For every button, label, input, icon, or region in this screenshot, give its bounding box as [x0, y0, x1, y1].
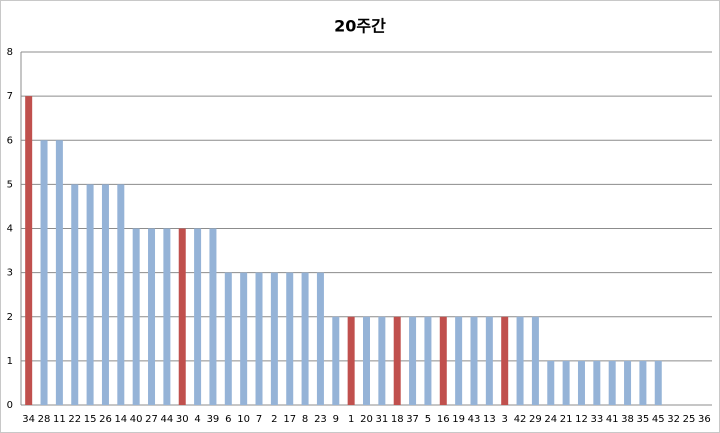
- bar: [531, 316, 539, 405]
- x-tick-label: 18: [391, 414, 404, 425]
- bar: [316, 272, 324, 405]
- x-tick-label: 12: [575, 414, 588, 425]
- x-tick-label: 11: [53, 414, 66, 425]
- bar: [286, 272, 294, 405]
- x-tick-label: 22: [68, 414, 81, 425]
- x-tick-label: 44: [161, 414, 174, 425]
- bar: [25, 96, 33, 405]
- bar: [40, 140, 48, 405]
- bar: [71, 184, 79, 405]
- bar: [55, 140, 63, 405]
- bar: [577, 360, 585, 405]
- bar: [424, 316, 432, 405]
- bar: [439, 316, 447, 405]
- x-tick-label: 1: [348, 414, 354, 425]
- bar: [224, 272, 232, 405]
- x-tick-label: 9: [333, 414, 339, 425]
- bar: [516, 316, 524, 405]
- bar: [148, 228, 156, 405]
- bar: [301, 272, 309, 405]
- x-tick-label: 42: [514, 414, 527, 425]
- bar: [608, 360, 616, 405]
- bar: [332, 316, 340, 405]
- bar: [209, 228, 217, 405]
- y-tick-label: 7: [7, 91, 13, 102]
- y-tick-label: 4: [7, 224, 13, 235]
- bar: [163, 228, 171, 405]
- bar: [409, 316, 417, 405]
- bar: [86, 184, 94, 405]
- x-tick-label: 24: [544, 414, 557, 425]
- y-tick-label: 5: [7, 179, 13, 190]
- bar: [270, 272, 278, 405]
- x-tick-label: 13: [483, 414, 496, 425]
- bar: [101, 184, 109, 405]
- x-tick-label: 40: [130, 414, 143, 425]
- x-tick-label: 45: [652, 414, 665, 425]
- bar: [117, 184, 125, 405]
- x-tick-label: 2: [271, 414, 277, 425]
- x-tick-label: 15: [84, 414, 97, 425]
- x-tick-label: 7: [256, 414, 262, 425]
- bar: [654, 360, 662, 405]
- x-tick-label: 41: [606, 414, 619, 425]
- x-tick-label: 19: [452, 414, 465, 425]
- y-tick-label: 6: [7, 135, 13, 146]
- bar: [363, 316, 370, 405]
- x-tick-label: 10: [237, 414, 250, 425]
- y-tick-label: 8: [7, 47, 13, 58]
- chart-title: 20주간: [334, 17, 386, 36]
- x-tick-label: 28: [38, 414, 51, 425]
- bar: [593, 360, 601, 405]
- x-tick-label: 17: [283, 414, 296, 425]
- y-tick-label: 3: [7, 268, 13, 279]
- x-tick-label: 37: [406, 414, 419, 425]
- bar: [624, 360, 632, 405]
- y-tick-label: 1: [7, 356, 13, 367]
- bar: [132, 228, 140, 405]
- x-tick-label: 26: [99, 414, 112, 425]
- y-tick-label: 2: [7, 312, 13, 323]
- bar: [178, 228, 186, 405]
- x-tick-label: 14: [114, 414, 127, 425]
- bar: [562, 360, 570, 405]
- bar: [240, 272, 248, 405]
- bar: [470, 316, 478, 405]
- x-tick-label: 34: [22, 414, 35, 425]
- bar: [501, 316, 509, 405]
- x-tick-label: 33: [590, 414, 603, 425]
- x-tick-label: 38: [621, 414, 634, 425]
- x-tick-label: 39: [207, 414, 220, 425]
- x-tick-label: 27: [145, 414, 158, 425]
- x-tick-label: 25: [683, 414, 696, 425]
- x-tick-label: 35: [637, 414, 650, 425]
- x-tick-label: 32: [667, 414, 680, 425]
- bar: [347, 316, 355, 405]
- bar: [639, 360, 647, 405]
- bar: [455, 316, 463, 405]
- x-tick-label: 36: [698, 414, 711, 425]
- x-tick-label: 20: [360, 414, 373, 425]
- x-tick-label: 30: [176, 414, 189, 425]
- bar: [194, 228, 202, 405]
- x-tick-label: 29: [529, 414, 542, 425]
- x-tick-label: 5: [425, 414, 431, 425]
- x-tick-label: 6: [225, 414, 231, 425]
- x-tick-label: 21: [560, 414, 573, 425]
- bar: [547, 360, 555, 405]
- bar: [255, 272, 263, 405]
- x-tick-label: 3: [502, 414, 508, 425]
- y-tick-label: 0: [7, 400, 13, 411]
- x-tick-label: 43: [468, 414, 481, 425]
- x-tick-label: 23: [314, 414, 327, 425]
- bar: [485, 316, 493, 405]
- bar: [378, 316, 386, 405]
- x-tick-label: 31: [375, 414, 388, 425]
- x-tick-label: 8: [302, 414, 308, 425]
- x-tick-label: 4: [194, 414, 200, 425]
- x-tick-label: 16: [437, 414, 450, 425]
- bar: [393, 316, 401, 405]
